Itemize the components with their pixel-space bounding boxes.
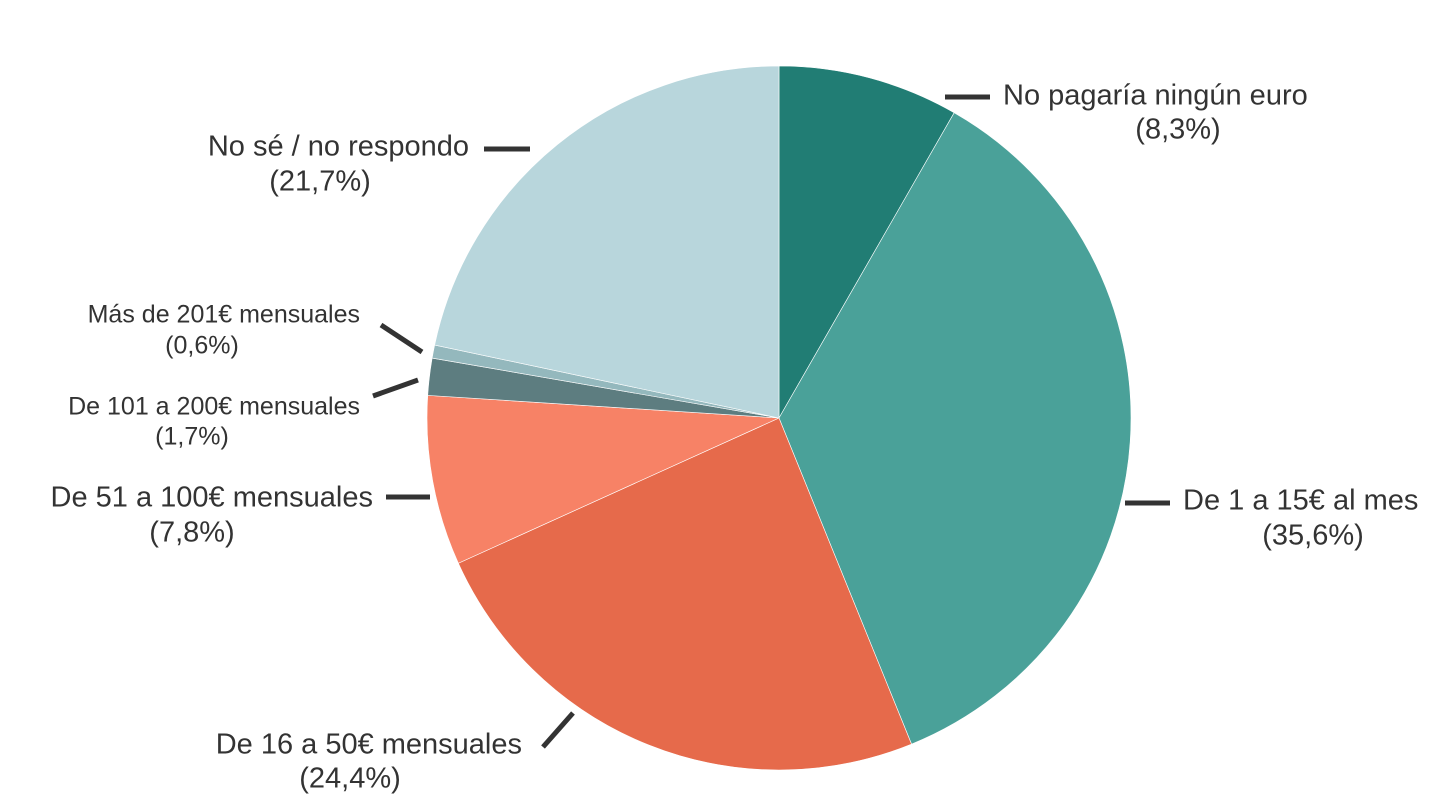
slice-label: No sé / no respondo xyxy=(208,131,469,163)
leader-line xyxy=(372,377,419,399)
pie-slice xyxy=(457,417,912,771)
pie-slice xyxy=(434,65,780,419)
pie-slice xyxy=(778,65,955,420)
slice-label: De 16 a 50€ mensuales xyxy=(216,729,522,761)
slice-value-label: (7,8%) xyxy=(149,517,234,549)
slice-label: No pagaría ningún euro xyxy=(1003,80,1308,112)
slice-label: De 1 a 15€ al mes xyxy=(1183,485,1418,517)
slice-label: Más de 201€ mensuales xyxy=(88,301,360,329)
slice-value-label: (8,3%) xyxy=(1135,114,1220,146)
pie-slice xyxy=(778,112,1132,745)
leader-line xyxy=(379,322,424,355)
slice-value-label: (35,6%) xyxy=(1262,520,1364,552)
slice-label: De 101 a 200€ mensuales xyxy=(68,393,360,421)
leader-line xyxy=(541,711,575,749)
slice-value-label: (24,4%) xyxy=(299,763,401,795)
slice-label: De 51 a 100€ mensuales xyxy=(51,482,373,514)
pie-slice xyxy=(426,395,780,564)
slice-value-label: (21,7%) xyxy=(269,166,371,198)
slice-value-label: (0,6%) xyxy=(165,332,239,360)
slice-value-label: (1,7%) xyxy=(155,423,229,451)
